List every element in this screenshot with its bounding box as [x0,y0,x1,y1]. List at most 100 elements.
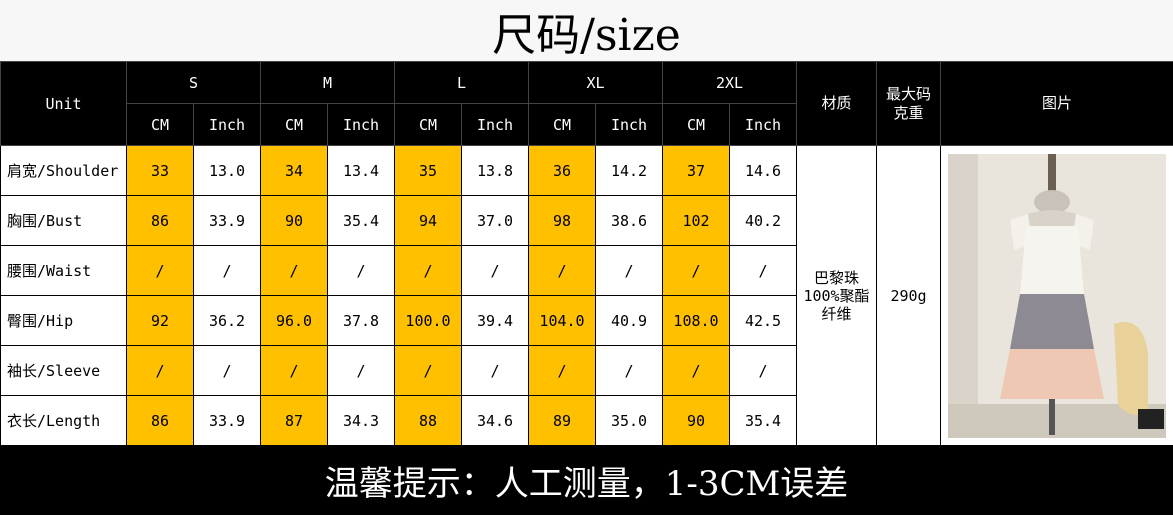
cm-value: 92 [126,295,194,346]
table-row: 腰围/Waist / / / / / / / / / / [0,245,1173,296]
inch-value: 37.8 [327,295,395,346]
row-label: 胸围/Bust [0,195,127,246]
inch-value: / [595,345,663,396]
inch-value: 42.5 [729,295,797,346]
max-weight-header-line2: 克重 [893,103,924,122]
cm-value: 37 [662,145,730,196]
size-header-xl: XL [528,61,663,104]
page-title: 尺码/size [0,0,1173,62]
unit-header: Unit [0,61,127,146]
cm-value: 108.0 [662,295,730,346]
inch-value: 14.6 [729,145,797,196]
inch-value: 13.4 [327,145,395,196]
cm-value: 98 [528,195,596,246]
material-line3: 纤维 [821,304,852,323]
table-row: 肩宽/Shoulder 33 13.0 34 13.4 35 13.8 36 14.2 37 14.… [0,145,1173,446]
inch-value: 35.4 [327,195,395,246]
inch-value: 38.6 [595,195,663,246]
cm-value: 90 [662,395,730,446]
inch-value: / [461,245,529,296]
cm-value: 33 [126,145,194,196]
size-header-m: M [260,61,395,104]
row-label: 衣长/Length [0,395,127,446]
inch-value: 35.0 [595,395,663,446]
inch-value: / [461,345,529,396]
inch-value: 35.4 [729,395,797,446]
cm-value: / [260,245,328,296]
cm-value: 88 [394,395,462,446]
cm-value: / [394,345,462,396]
cm-value: 86 [126,195,194,246]
cm-value: / [260,345,328,396]
inch-value: 36.2 [193,295,261,346]
cm-value: / [662,245,730,296]
cm-value: 36 [528,145,596,196]
inch-value: 13.8 [461,145,529,196]
cm-value: 94 [394,195,462,246]
cm-header: CM [394,103,462,146]
inch-header: Inch [461,103,529,146]
cm-value: / [528,345,596,396]
cm-value: 87 [260,395,328,446]
material-header: 材质 [796,61,877,146]
material-cell: 巴黎珠 100%聚酯 纤维 [796,145,877,446]
max-weight-header: 最大码 克重 [876,61,941,146]
row-label: 肩宽/Shoulder [0,145,127,196]
inch-header: Inch [729,103,797,146]
inch-header: Inch [327,103,395,146]
cm-value: 96.0 [260,295,328,346]
inch-value: 14.2 [595,145,663,196]
inch-header: Inch [193,103,261,146]
inch-value: / [729,245,797,296]
max-weight-header-line1: 最大码 [885,84,931,103]
table-row: 袖长/Sleeve / / / / / / / / / / [0,345,1173,396]
cm-value: / [126,245,194,296]
size-header-2xl: 2XL [662,61,797,104]
cm-value: 35 [394,145,462,196]
inch-value: 39.4 [461,295,529,346]
inch-value: / [193,245,261,296]
inch-value: / [327,245,395,296]
product-photo [948,153,1166,438]
footer-notice: 温馨提示：人工测量，1-3CM误差 [0,446,1173,515]
weight-cell: 290g [876,145,941,446]
inch-value: 33.9 [193,395,261,446]
cm-value: 104.0 [528,295,596,346]
inch-value: 34.6 [461,395,529,446]
size-header-l: L [394,61,529,104]
inch-value: / [729,345,797,396]
row-label: 腰围/Waist [0,245,127,296]
cm-header: CM [528,103,596,146]
material-line2: 100%聚酯 [803,286,870,305]
cm-value: / [126,345,194,396]
row-label: 臀围/Hip [0,295,127,346]
size-header-s: S [126,61,261,104]
inch-value: / [595,245,663,296]
table-row: 臀围/Hip 92 36.2 96.0 37.8 100.0 39.4 104.0 40.9 10… [0,295,1173,346]
cm-value: / [662,345,730,396]
cm-value: 86 [126,395,194,446]
inch-value: / [193,345,261,396]
product-photo-cell [940,145,1173,446]
cm-value: / [528,245,596,296]
inch-value: 37.0 [461,195,529,246]
cm-header: CM [662,103,730,146]
cm-value: 89 [528,395,596,446]
cm-header: CM [260,103,328,146]
inch-header: Inch [595,103,663,146]
cm-value: / [394,245,462,296]
inch-value: 40.9 [595,295,663,346]
inch-value: 33.9 [193,195,261,246]
inch-value: 13.0 [193,145,261,196]
table-row: 衣长/Length 86 33.9 87 34.3 88 34.6 89 35.0 90 35.4 [0,395,1173,446]
cm-value: 34 [260,145,328,196]
material-line1: 巴黎珠 [813,268,859,287]
cm-value: 102 [662,195,730,246]
cm-value: 100.0 [394,295,462,346]
row-label: 袖长/Sleeve [0,345,127,396]
size-table: Unit S M L XL 2XL 材质 最大码 克重 图片 CM Inch C… [0,61,1173,446]
inch-value: 34.3 [327,395,395,446]
footer-text: 温馨提示：人工测量，1-3CM误差 [324,464,849,504]
inch-value: 40.2 [729,195,797,246]
